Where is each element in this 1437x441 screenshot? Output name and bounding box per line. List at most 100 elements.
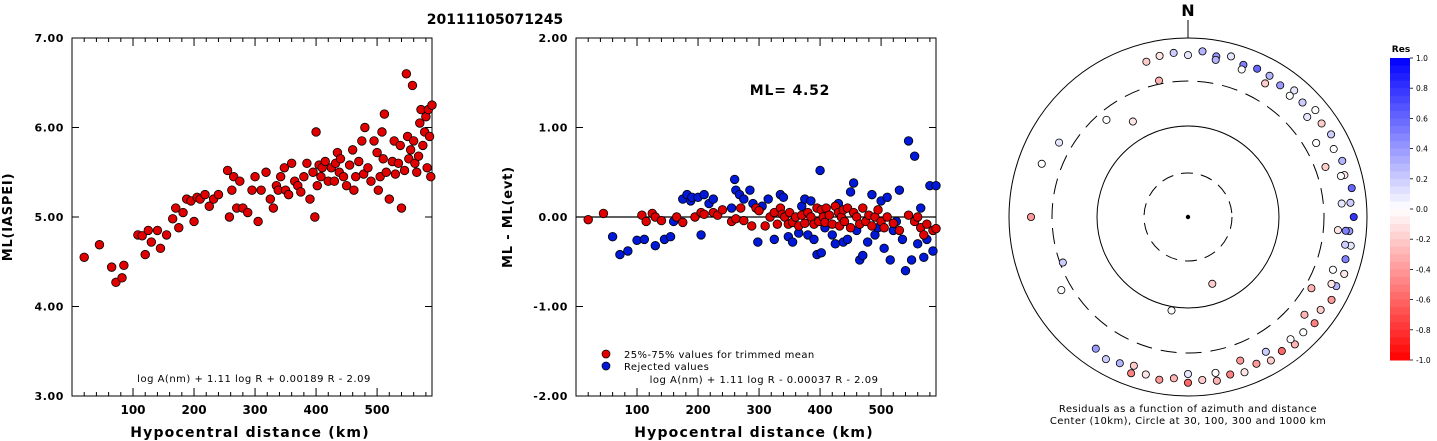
- center-dot: [1185, 214, 1191, 220]
- data-point: [395, 140, 405, 151]
- station-point: [1155, 375, 1164, 384]
- data-point: [94, 240, 105, 250]
- colorbar-cell: [1390, 216, 1410, 225]
- rejected-point: [665, 231, 676, 242]
- colorbar-cell: [1390, 171, 1410, 180]
- colorbar-tick-label: 0.6: [1416, 114, 1428, 123]
- data-point: [106, 262, 117, 272]
- kept-point: [824, 210, 834, 220]
- data-point: [261, 167, 271, 177]
- station-point: [1226, 370, 1235, 379]
- colorbar-cell: [1390, 103, 1410, 112]
- colorbar-cell: [1390, 133, 1410, 142]
- colorbar-cell: [1390, 254, 1410, 263]
- data-point: [302, 158, 312, 169]
- station-point: [1341, 226, 1350, 235]
- y-tick-label: 2.00: [538, 32, 568, 45]
- residual-colorbar: Res 1.0 0.8 0.6 0.4 0.2 0.0 -0.2 -0.4 -0.6 -0.8 -1…: [1390, 45, 1431, 365]
- data-point: [137, 231, 147, 241]
- data-point: [426, 172, 436, 182]
- data-point: [250, 172, 260, 182]
- station-point: [1307, 284, 1316, 293]
- rejected-point: [739, 194, 749, 204]
- data-point: [320, 156, 330, 167]
- data-point: [312, 180, 322, 191]
- rejected-point: [650, 240, 661, 251]
- rejected-point: [787, 237, 798, 247]
- kept-point: [922, 219, 932, 229]
- station-point: [1303, 112, 1312, 121]
- kept-point: [731, 214, 741, 224]
- data-point: [377, 127, 387, 137]
- station-point: [1236, 356, 1245, 365]
- data-point: [275, 172, 286, 182]
- station-point: [1327, 295, 1336, 304]
- rejected-point: [912, 239, 923, 249]
- data-point: [408, 136, 419, 146]
- colorbar-cell: [1390, 125, 1410, 134]
- data-point: [393, 158, 404, 169]
- data-point: [366, 176, 376, 186]
- data-point: [335, 154, 346, 164]
- station-point: [1227, 52, 1236, 61]
- data-point: [372, 147, 382, 158]
- rejected-point: [931, 180, 941, 191]
- kept-point: [845, 223, 856, 233]
- station-point: [1198, 375, 1207, 384]
- station-point: [1311, 106, 1320, 115]
- y-tick-label: -2.00: [533, 390, 568, 403]
- x-tick-label: 100: [120, 403, 145, 417]
- data-point: [143, 225, 153, 236]
- colorbar-cell: [1390, 186, 1410, 195]
- rejected-point: [906, 255, 917, 265]
- data-point: [299, 172, 309, 182]
- x-tick-label: 500: [869, 403, 894, 417]
- x-tick-label: 400: [808, 403, 833, 417]
- data-point: [213, 189, 224, 200]
- kept-point: [760, 221, 770, 231]
- kept-point: [656, 215, 667, 226]
- y-tick-label: 6.00: [34, 122, 64, 135]
- data-point: [283, 189, 294, 200]
- station-point: [1321, 162, 1330, 171]
- rejected-point: [696, 230, 706, 240]
- rejected-point: [729, 174, 740, 185]
- station-point: [1310, 319, 1319, 328]
- rejected-point: [830, 239, 841, 249]
- colorbar-tick-label: 0.4: [1416, 145, 1428, 154]
- station-point: [1058, 258, 1067, 267]
- kept-point: [919, 230, 929, 240]
- station-point: [1277, 347, 1286, 356]
- colorbar-cell: [1390, 276, 1410, 285]
- x-tick-label: 200: [686, 403, 711, 417]
- station-point: [1312, 138, 1321, 147]
- ml-vs-distance-chart: 3.00 4.00 5.00 6.00 7.00 100 200 300 400 500 Hyp…: [1, 32, 437, 441]
- data-point: [268, 203, 279, 213]
- data-point: [305, 194, 315, 204]
- station-point: [1329, 145, 1338, 154]
- kept-point: [882, 212, 892, 222]
- station-point: [1347, 184, 1356, 193]
- colorbar-cell: [1390, 88, 1410, 97]
- rejected-point: [815, 165, 825, 176]
- data-point: [405, 145, 416, 155]
- data-point: [378, 154, 388, 164]
- rejected-point: [894, 185, 905, 195]
- station-point: [1266, 356, 1275, 365]
- colorbar-tick-label: 0.8: [1416, 84, 1428, 93]
- colorbar-cell: [1390, 239, 1410, 248]
- rejected-point: [615, 249, 625, 260]
- data-point: [311, 127, 321, 137]
- station-point: [1286, 335, 1295, 344]
- rejected-point: [867, 189, 877, 200]
- data-point: [279, 163, 290, 173]
- kept-point: [699, 209, 709, 220]
- colorbar-tick-label: -0.4: [1416, 265, 1431, 274]
- y-tick-label: 5.00: [34, 211, 64, 224]
- residual-vs-distance-chart: -2.00 -1.00 0.00 1.00 2.00 100 200 300 400 500 M…: [501, 32, 941, 441]
- legend-kept-marker: [601, 349, 611, 359]
- station-point: [1253, 64, 1262, 73]
- kept-point: [879, 223, 889, 233]
- station-point: [1184, 378, 1193, 387]
- azimuth-residual-plot: N Residuals as a function of azimuth and…: [1008, 1, 1368, 427]
